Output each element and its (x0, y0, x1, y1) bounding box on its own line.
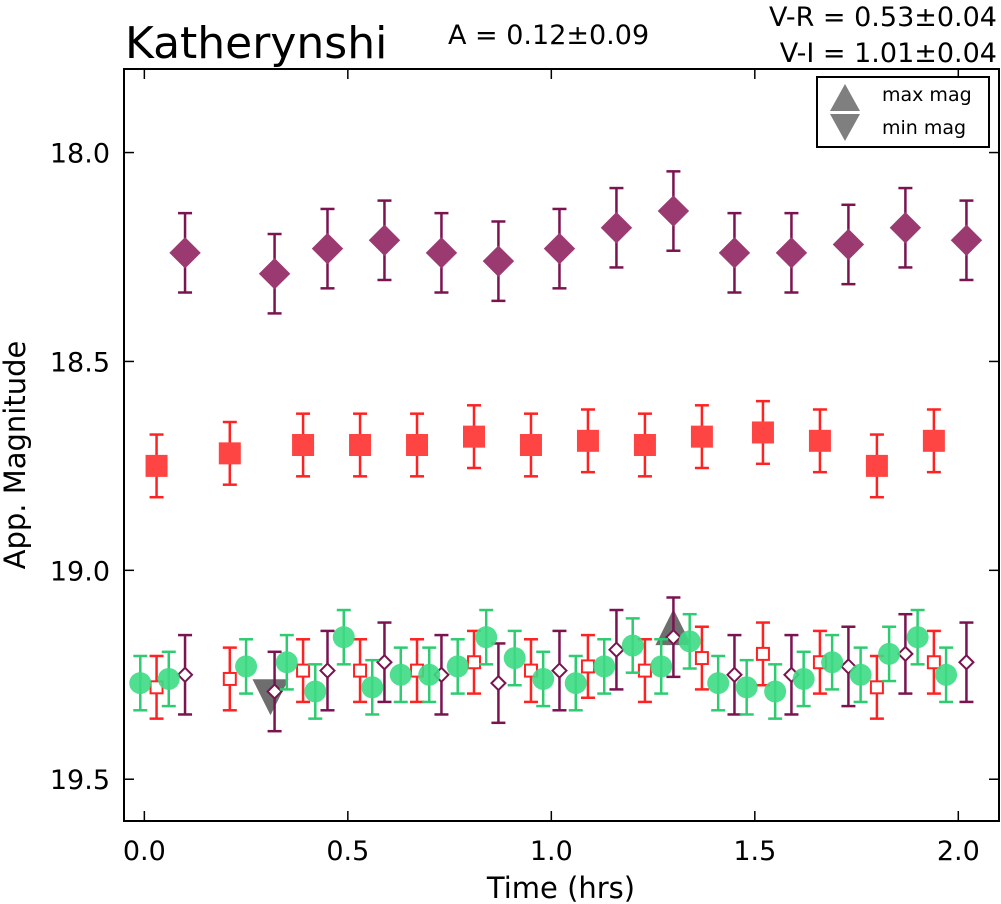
x-tick-label: 2.0 (937, 836, 980, 867)
v-band-point (361, 676, 384, 699)
i-band-corrected-point (896, 645, 914, 663)
r-band-corrected-point (222, 671, 237, 686)
y-tick-label: 18.0 (50, 139, 110, 170)
x-tick-label: 0.5 (326, 836, 369, 867)
min-mag-legend-marker (830, 114, 860, 141)
legend-label-max-mag: max mag (882, 84, 972, 106)
v-band-point (792, 667, 815, 690)
v-band-point (878, 642, 901, 665)
i-band-corrected-point (176, 666, 194, 684)
i-band-point (775, 237, 808, 269)
v-band-point (593, 655, 616, 678)
v-band-point (503, 647, 526, 670)
r-band-corrected-point (926, 655, 941, 670)
r-band-point (145, 454, 168, 477)
legend: max mag min mag (816, 76, 990, 148)
y-tick-label: 19.0 (50, 556, 110, 587)
i-band-point (543, 232, 576, 265)
v-band-point (935, 663, 958, 686)
i-band-corrected-point (551, 662, 568, 680)
v-band-point (275, 651, 298, 674)
i-band-corrected-point (608, 641, 625, 659)
y-axis-label: App. Magnitude (0, 341, 32, 570)
x-tick-label: 0.0 (123, 836, 166, 867)
r-band-point (576, 429, 599, 452)
v-band-point (849, 663, 872, 686)
r-band-corrected-point (467, 655, 481, 670)
i-band-point (482, 245, 515, 277)
x-tick-label: 1.0 (530, 836, 573, 867)
v-band-point (707, 672, 730, 695)
r-band-point (406, 434, 429, 456)
y-tick-label: 19.5 (50, 765, 110, 796)
r-band-corrected-point (296, 663, 311, 678)
r-band-corrected-point (694, 651, 709, 666)
i-band-point (311, 232, 344, 265)
legend-label-min-mag: min mag (882, 117, 966, 139)
i-band-point (600, 212, 633, 244)
i-band-corrected-point (665, 628, 682, 646)
i-band-corrected-point (958, 653, 975, 671)
v-band-point (532, 667, 555, 690)
r-band-point (751, 421, 774, 444)
v-band-point (821, 651, 844, 674)
r-band-corrected-point (755, 646, 770, 661)
r-band-corrected-point (869, 680, 884, 695)
v-band-point (621, 634, 644, 657)
r-band-corrected-point (353, 663, 368, 678)
i-band-point (368, 224, 401, 256)
v-band-point (564, 672, 587, 695)
i-band-corrected-point (490, 674, 507, 692)
i-band-point (889, 212, 922, 244)
r-band-point (463, 425, 485, 448)
v-band-point (446, 655, 469, 678)
r-band-point (865, 454, 888, 477)
y-tick-label: 18.5 (50, 347, 110, 378)
v-band-point (475, 626, 498, 649)
v-band-point (332, 626, 355, 649)
i-band-corrected-point (726, 666, 743, 684)
v-band-point (304, 680, 327, 703)
i-band-corrected-point (319, 662, 336, 680)
r-band-point (808, 429, 831, 452)
r-band-point (922, 429, 945, 452)
v-band-point (129, 672, 152, 695)
i-band-corrected-point (266, 683, 283, 700)
i-band-point (258, 258, 291, 290)
i-band-point (169, 237, 201, 269)
v-i-annotation: V-I = 1.01±0.04 (780, 38, 997, 69)
r-band-point (218, 442, 241, 465)
v-band-point (157, 667, 180, 690)
i-band-point (950, 224, 983, 256)
amplitude-annotation: A = 0.12±0.09 (448, 20, 649, 51)
r-band-point (690, 425, 713, 448)
v-band-point (764, 680, 787, 703)
i-band-point (425, 237, 458, 269)
chart-title: Katherynshi (125, 18, 387, 69)
plot-frame (123, 68, 1000, 822)
min-mag-marker (252, 679, 289, 716)
v-band-point (650, 655, 673, 678)
r-band-point (292, 434, 315, 456)
v-band-point (235, 655, 258, 678)
x-tick-label: 1.5 (733, 836, 776, 867)
i-band-point (657, 195, 690, 227)
i-band-point (718, 237, 751, 269)
v-band-point (389, 663, 412, 686)
r-band-corrected-point (580, 659, 595, 674)
x-axis-label: Time (hrs) (486, 871, 635, 904)
r-band-point (349, 434, 372, 456)
r-band-point (519, 434, 542, 456)
r-band-point (633, 434, 656, 456)
v-r-annotation: V-R = 0.53±0.04 (769, 2, 997, 33)
i-band-corrected-point (376, 653, 393, 671)
v-band-point (906, 626, 929, 649)
i-band-point (832, 228, 865, 261)
v-band-point (678, 630, 701, 653)
v-band-point (418, 663, 441, 686)
v-band-point (735, 676, 758, 699)
max-mag-legend-marker (830, 84, 860, 111)
r-band-corrected-point (637, 663, 652, 678)
